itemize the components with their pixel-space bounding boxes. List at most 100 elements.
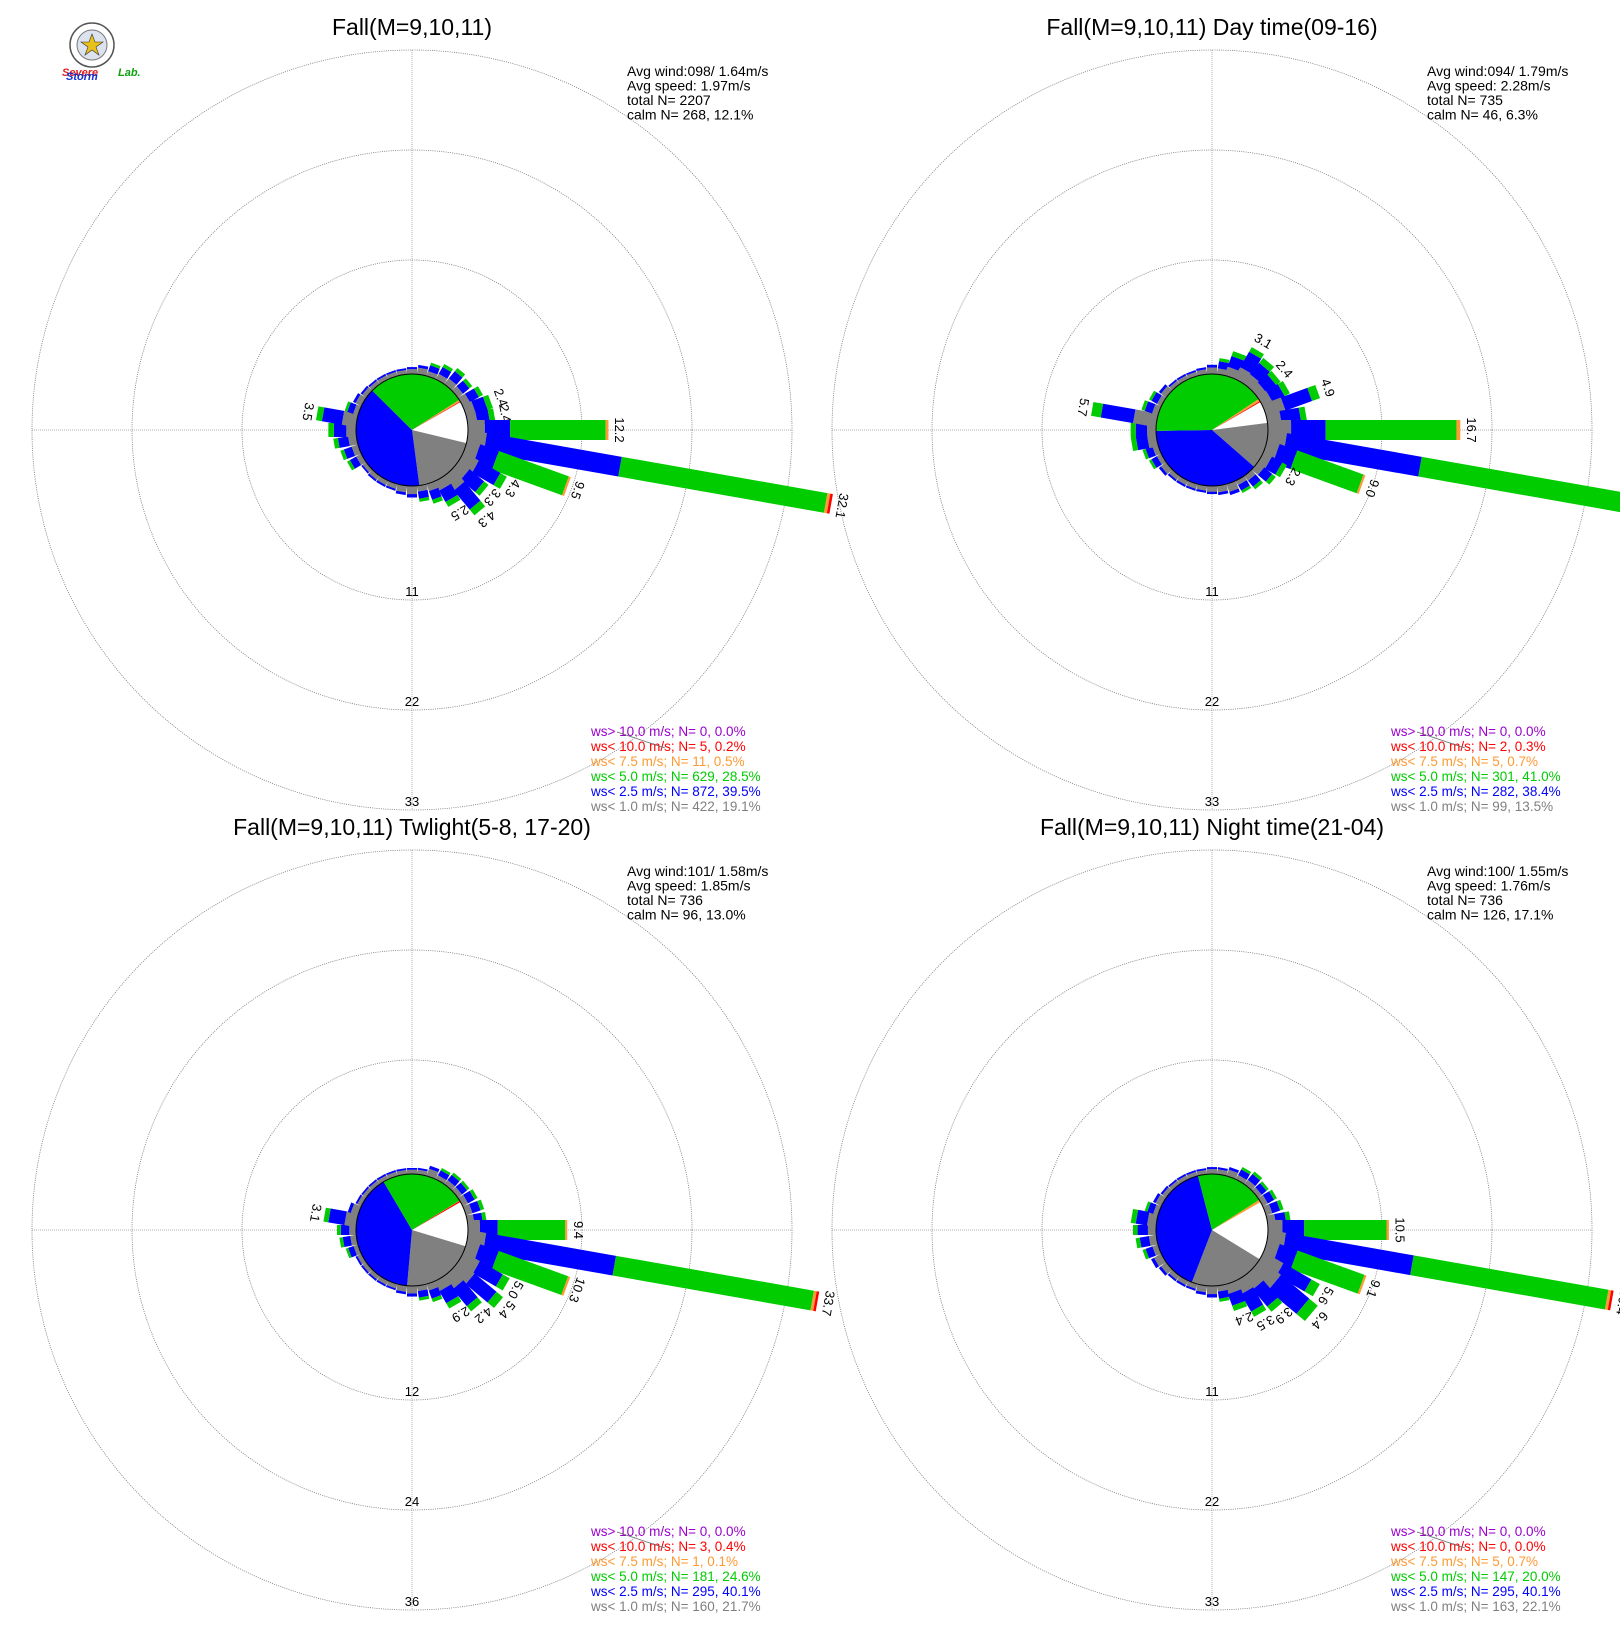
bar-segment (1248, 1258, 1282, 1291)
pie-slice-ws-lt-1 (1191, 1230, 1260, 1287)
bar-segment (1154, 1253, 1167, 1267)
legend-entry-1: ws> 10.0 m/s; N= 0, 0.0% (590, 724, 746, 739)
ring-3 (831, 49, 1593, 811)
direction-bar-310 (360, 385, 373, 398)
bar-segment (438, 483, 458, 502)
bar-segment (1249, 347, 1264, 359)
pie-slice-ws-lt-10 (412, 1200, 461, 1230)
bar-segment (447, 1174, 460, 1187)
bar-segment (1259, 357, 1275, 372)
bar-segment (1133, 409, 1159, 428)
stat-avg-wind: Avg wind:100/ 1.55m/s (1427, 863, 1568, 879)
bar-segment (1251, 1304, 1267, 1317)
bar-segment (510, 420, 606, 440)
bar-segment (1186, 480, 1198, 489)
bar-segment (472, 460, 501, 486)
bar-segment (493, 472, 507, 489)
ring-label-3: 33 (405, 794, 419, 809)
bar-segment (618, 456, 828, 513)
bar-segment (1238, 1169, 1250, 1180)
direction-bar-320 (1168, 1179, 1180, 1191)
bar-segment (826, 493, 833, 514)
bar-segment (1290, 1250, 1365, 1294)
bar-segment (369, 1269, 380, 1280)
legend-entry-5: ws< 2.5 m/s; N= 295, 40.1% (1390, 1584, 1561, 1599)
wind-rose-panel-3: 1224369.433.710.35.05.44.22.93.1Fall(M=9… (31, 814, 838, 1614)
bar-segment (1160, 386, 1173, 398)
direction-bar-230 (361, 1262, 373, 1274)
direction-bar-30 (435, 364, 453, 385)
direction-bar-360 (407, 1168, 417, 1174)
bar-segment (1168, 379, 1178, 388)
bar-segment (340, 449, 348, 461)
bar-segment (1196, 489, 1207, 493)
direction-bar-30 (435, 1168, 451, 1185)
ring-2 (131, 149, 693, 711)
direction-bar-210 (1176, 1275, 1189, 1287)
bar-segment (1130, 423, 1136, 437)
pie-slice-ws-lt-2-5 (355, 390, 420, 487)
direction-value-label: 5.7 (1074, 397, 1092, 417)
direction-bar-40 (1244, 1171, 1263, 1191)
bar-segment (1144, 401, 1156, 414)
bar-segment (435, 373, 448, 385)
direction-bar-280 (315, 406, 359, 428)
bar-segment (1244, 1179, 1256, 1191)
bar-segment (1141, 400, 1149, 411)
bar-segment (416, 367, 428, 376)
direction-bar-120 (456, 451, 507, 489)
direction-bar-240 (1149, 453, 1167, 470)
bar-segment (407, 486, 417, 495)
bar-segment (457, 1194, 469, 1207)
bar-segment (481, 1212, 487, 1223)
bar-segment (1291, 420, 1326, 440)
bar-segment (377, 1275, 389, 1285)
bar-segment (428, 1165, 440, 1173)
direction-bar-340 (386, 370, 398, 380)
bar-segment (1144, 1201, 1151, 1212)
direction-bar-360 (1207, 1167, 1217, 1174)
bar-segment (1235, 1174, 1247, 1185)
bar-segment (1216, 484, 1228, 493)
bar-segment (369, 469, 380, 480)
bar-segment (1216, 1284, 1228, 1292)
bar-segment (565, 1220, 568, 1240)
legend-entry-2: ws< 10.0 m/s; N= 3, 0.4% (590, 1539, 746, 1554)
pie-slice-ws-lt-7-5 (412, 1200, 460, 1230)
bar-segment (362, 1187, 373, 1198)
bar-segment (1177, 1275, 1189, 1286)
bar-segment (1267, 370, 1281, 386)
bar-segment (368, 1273, 377, 1281)
bar-segment (462, 378, 473, 389)
direction-bar-150 (1235, 475, 1252, 493)
direction-bar-40 (444, 1172, 462, 1191)
bar-segment (361, 464, 370, 474)
direction-bar-190 (1195, 1284, 1208, 1296)
bar-segment (350, 1234, 358, 1246)
stat-total: total N= 736 (627, 892, 703, 908)
bar-segment (396, 484, 408, 493)
pie-slice-calm (412, 1202, 468, 1247)
bar-segment (1142, 448, 1149, 460)
bar-segment (1186, 1280, 1198, 1289)
pie-slice-ws-lt-10 (1212, 401, 1261, 430)
panel-title: Fall(M=9,10,11) Day time(09-16) (1046, 14, 1377, 40)
bar-segment (813, 1291, 820, 1312)
bar-segment (1130, 1208, 1139, 1224)
bar-segment (360, 385, 369, 395)
pie-outline (355, 373, 469, 487)
bar-segment (1177, 375, 1189, 385)
bar-segment (465, 1273, 497, 1303)
bar-segment (1186, 370, 1197, 376)
direction-bar-240 (1151, 1253, 1167, 1269)
bar-segment (376, 480, 386, 487)
direction-value-label: 3.5 (299, 402, 317, 422)
bar-segment (349, 1225, 356, 1235)
legend-indicator-line (1416, 1531, 1466, 1549)
stat-calm: calm N= 46, 6.3% (1427, 107, 1538, 123)
bar-segment (1217, 361, 1229, 371)
bar-segment (1158, 1266, 1168, 1276)
ring-3 (831, 849, 1593, 1611)
legend-entry-3: ws< 7.5 m/s; N= 1, 0.1% (590, 1554, 738, 1569)
direction-value-label: 2.4 (491, 387, 511, 409)
